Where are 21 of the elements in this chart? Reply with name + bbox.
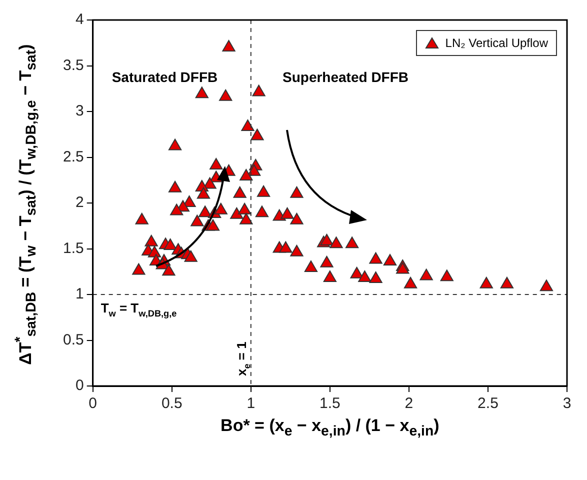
x-tick-label: 0	[88, 395, 98, 412]
x-tick-label: 2.5	[478, 395, 498, 412]
legend-label: LN₂ Vertical Upflow	[445, 36, 548, 50]
y-tick-label: 0	[76, 377, 84, 394]
y-tick-label: 3	[76, 102, 84, 120]
x-tick-label: 1	[246, 395, 256, 412]
y-tick-label: 0.5	[62, 331, 84, 348]
y-tick-label: 2.5	[62, 148, 84, 166]
y-tick-label: 2	[76, 194, 84, 212]
annotation: Saturated DFFB	[112, 69, 218, 86]
y-tick-label: 1.5	[62, 240, 84, 257]
x-tick-label: 0.5	[161, 395, 182, 412]
x-tick-label: 1.5	[319, 395, 340, 412]
x-axis-title: Bo* = (x$_{e}$ − x$_{e,in}$) / (1 − x$_{e,in}$)	[220, 416, 440, 440]
annotation: Superheated DFFB	[282, 69, 409, 86]
x-tick-label: 3	[562, 395, 572, 412]
y-tick-label: 4	[76, 11, 84, 28]
ref-line-label: xe = 1	[234, 342, 252, 376]
y-tick-label: 1	[76, 286, 84, 303]
x-tick-label: 2	[404, 395, 414, 412]
y-tick-label: 3.5	[62, 56, 84, 74]
